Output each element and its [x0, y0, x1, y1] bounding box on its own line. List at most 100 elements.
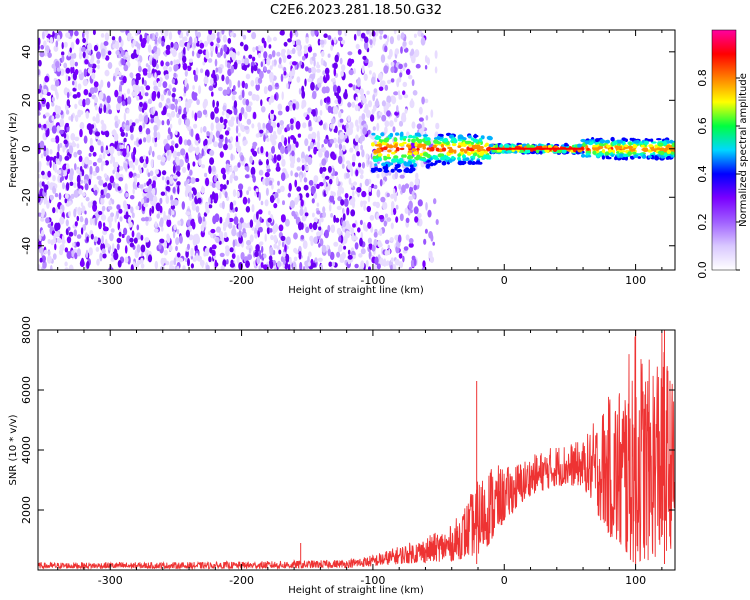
spectrogram-cell — [161, 120, 165, 126]
spectrogram-cell — [291, 150, 295, 157]
spectrogram-cell — [340, 199, 345, 206]
spectrogram-cell — [276, 197, 280, 204]
spectrogram-cell — [251, 56, 256, 62]
spectrogram-cell — [418, 117, 424, 122]
spectrogram-cell — [94, 189, 98, 196]
spectrogram-cell — [46, 92, 51, 96]
spectrogram-cell — [266, 226, 270, 235]
spectrogram-cell — [124, 256, 129, 264]
spectrogram-cell — [38, 88, 41, 94]
spectrogram-cell — [169, 262, 173, 270]
spectrogram-cell — [304, 66, 309, 72]
spectrogram-cell — [124, 97, 128, 106]
spectrogram-cell — [113, 133, 117, 140]
spectrogram-cell — [295, 250, 299, 255]
spectrogram-cell — [182, 265, 186, 270]
spectrogram-cell — [140, 217, 146, 222]
spectrogram-cell — [379, 30, 384, 35]
spectrogram-cell — [287, 101, 293, 106]
spectrogram-signal-cell — [445, 155, 449, 160]
spectrogram-cell — [404, 183, 410, 189]
spectrogram-cell — [325, 73, 330, 81]
spectrogram-cell — [222, 259, 227, 268]
spectrogram-cell — [159, 238, 165, 244]
spectrogram-cell — [287, 143, 292, 152]
spectrogram-cell — [54, 163, 58, 173]
spectrogram-cell — [402, 40, 407, 47]
spectrogram-cell — [238, 112, 243, 122]
x-tick-label: 0 — [501, 274, 508, 287]
spectrogram-cell — [108, 200, 112, 206]
spectrogram-cell — [360, 32, 366, 39]
spectrogram-signal-cell — [599, 143, 605, 147]
spectrogram-signal-cell — [584, 140, 590, 145]
spectrogram-cell — [198, 158, 202, 165]
spectrogram-cell — [56, 169, 62, 175]
spectrogram-signal-cell — [393, 137, 398, 143]
spectrogram-cell — [41, 208, 45, 216]
spectrogram-cell — [265, 151, 269, 158]
spectrogram-cell — [173, 199, 179, 207]
spectrogram-cell — [107, 62, 113, 69]
spectrogram-cell — [359, 88, 364, 96]
spectrogram-cell — [292, 40, 295, 46]
spectrogram-cell — [345, 172, 350, 179]
spectrogram-cell — [105, 55, 110, 61]
spectrogram-cell — [277, 110, 283, 116]
spectrogram-cell — [347, 163, 351, 170]
spectrogram-cell — [307, 261, 311, 267]
spectrogram-cell — [54, 88, 58, 96]
spectrogram-cell — [117, 95, 122, 104]
spectrogram-cell — [144, 237, 150, 243]
spectrogram-cell — [195, 133, 200, 141]
spectrogram-cell — [195, 178, 200, 182]
spectrogram-cell — [68, 210, 71, 218]
spectrogram-cell — [188, 234, 194, 241]
spectrogram-cell — [133, 141, 137, 146]
spectrogram-cell — [100, 214, 107, 221]
spectrogram-cell — [181, 39, 185, 48]
spectrogram-cell — [254, 251, 259, 258]
spectrogram-cell — [63, 170, 67, 177]
spectrogram-cell — [203, 251, 207, 257]
spectrogram-cell — [135, 205, 140, 210]
spectrogram-cell — [276, 51, 281, 57]
spectrogram-cell — [245, 206, 251, 213]
spectrogram-cell — [269, 228, 273, 233]
spectrogram-x-ticks: -300 -200 -100 0 100 — [57, 30, 663, 287]
spectrogram-cell — [147, 172, 151, 177]
spectrogram-cell — [302, 240, 308, 250]
spectrogram-cell — [413, 184, 418, 191]
spectrogram-cell — [313, 175, 319, 183]
spectrogram-cell — [39, 140, 45, 149]
spectrogram-cell — [269, 260, 274, 270]
spectrogram-cell — [133, 237, 138, 244]
spectrogram-cell — [68, 200, 72, 206]
spectrogram-signal-cell — [643, 140, 649, 145]
spectrogram-cell — [400, 46, 403, 54]
spectrogram-cell — [264, 177, 269, 187]
spectrogram-cell — [395, 204, 399, 210]
spectrogram-cell — [221, 30, 225, 35]
spectrogram-cell — [320, 217, 324, 223]
spectrogram-cell — [118, 84, 122, 94]
spectrogram-signal-cell — [619, 153, 625, 158]
spectrogram-cell — [243, 112, 248, 118]
spectrogram-cell — [250, 80, 255, 87]
spectrogram-cell — [413, 206, 419, 215]
spectrogram-cell — [310, 185, 316, 195]
spectrogram-cell — [282, 252, 286, 258]
spectrogram-cell — [227, 143, 233, 151]
spectrogram-cell — [267, 84, 273, 92]
spectrogram-cell — [204, 172, 208, 178]
spectrogram-cell — [90, 233, 94, 240]
spectrogram-cell — [165, 185, 171, 192]
spectrogram-cell — [246, 118, 252, 125]
spectrogram-cell — [70, 41, 75, 50]
spectrogram-cell — [158, 36, 162, 44]
spectrogram-signal-cell — [476, 148, 482, 153]
spectrogram-cell — [254, 233, 258, 239]
spectrogram-cell — [330, 44, 334, 51]
spectrogram-cell — [136, 232, 142, 240]
